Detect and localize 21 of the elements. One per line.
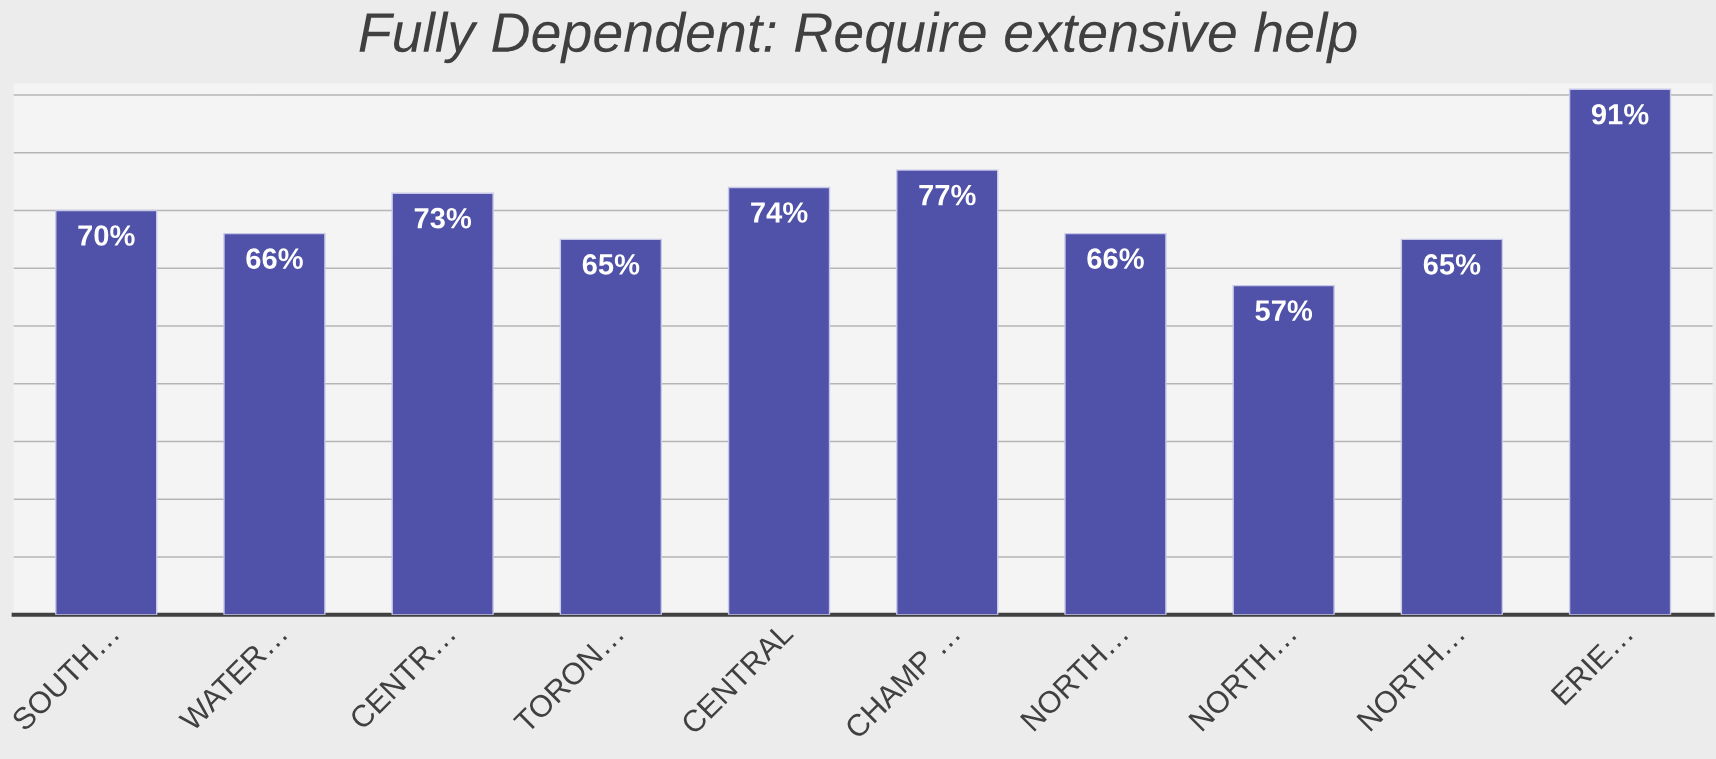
data-label: 77% [919, 184, 976, 206]
bar [223, 232, 326, 615]
data-label: 65% [1423, 254, 1481, 275]
bar [1232, 284, 1335, 615]
chart-title: Fully Dependent: Require extensive help [359, 11, 1357, 64]
data-label: 65% [582, 254, 640, 275]
data-label: 91% [1591, 103, 1649, 125]
bar [896, 169, 999, 615]
data-label: 70% [78, 225, 135, 246]
data-label: 74% [751, 202, 808, 223]
data-label: 66% [246, 248, 303, 269]
bar [391, 192, 494, 615]
data-label: 73% [414, 207, 472, 229]
bar [1064, 232, 1167, 615]
bar [1400, 238, 1504, 615]
data-label: 66% [1087, 248, 1144, 269]
bar [727, 186, 831, 615]
data-label: 57% [1255, 300, 1313, 321]
bar [1568, 88, 1672, 615]
bar [559, 238, 663, 615]
bar [55, 209, 158, 615]
